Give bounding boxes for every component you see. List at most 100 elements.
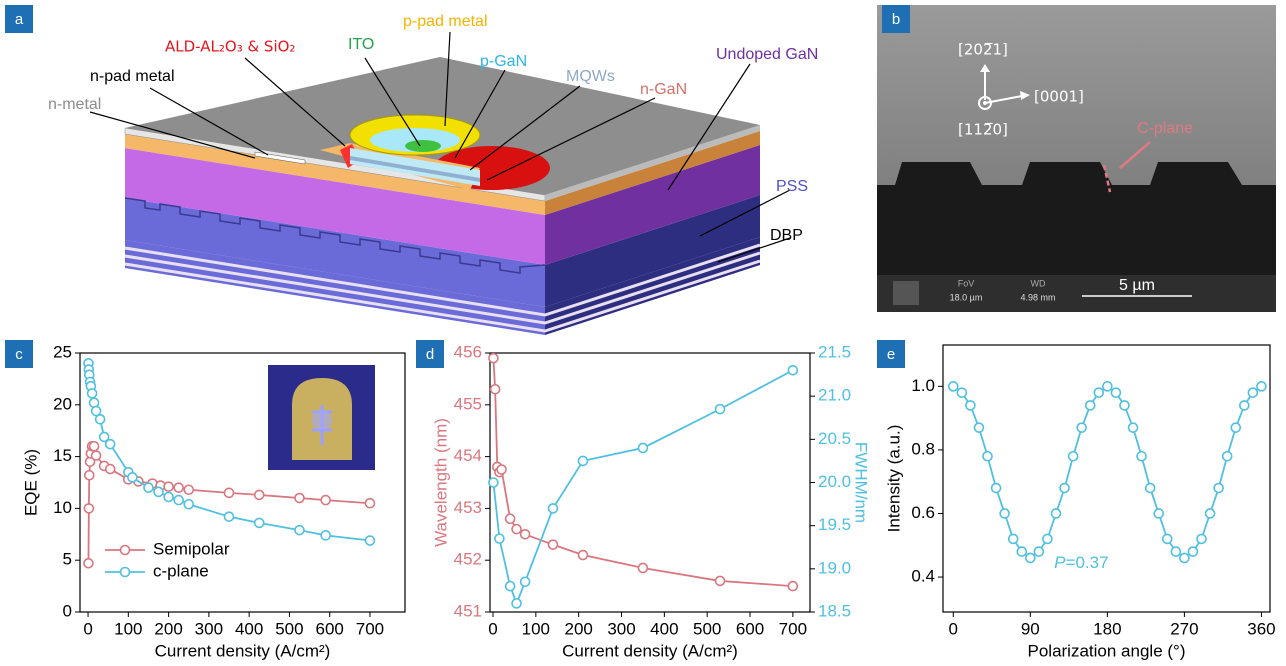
data-point (1103, 382, 1112, 391)
inset-photo (268, 365, 375, 470)
sem-substrate (877, 162, 1276, 275)
data-point (638, 443, 647, 452)
data-point (1223, 452, 1232, 461)
legend-label: Semipolar (153, 539, 230, 558)
data-point (164, 482, 173, 491)
annotation: P=0.37 (1054, 553, 1108, 572)
data-point (1188, 547, 1197, 556)
data-point (1214, 484, 1223, 493)
legend-marker (121, 568, 130, 577)
panel-label: e (887, 346, 895, 363)
data-point (1000, 509, 1009, 518)
data-point (295, 526, 304, 535)
label: MQWs (566, 68, 615, 85)
data-point (1060, 484, 1069, 493)
y-tick-label: 0.6 (911, 503, 935, 522)
x-tick-label: 100 (114, 619, 142, 638)
label: n-metal (48, 96, 101, 113)
x-tick-label: 360 (1247, 619, 1275, 638)
data-point (489, 354, 498, 363)
data-point (512, 525, 521, 534)
y-tick-label: 451 (454, 601, 482, 620)
data-point (174, 483, 183, 492)
label: PSS (776, 178, 808, 195)
data-point (84, 559, 93, 568)
data-point (1231, 423, 1240, 432)
y-tick-label: 10 (53, 498, 72, 517)
inset-glow (312, 410, 332, 430)
plot-frame (490, 353, 810, 612)
y-axis-title: Intensity (a.u.) (884, 425, 903, 533)
panel-label: b (892, 11, 900, 28)
y-tick-label: 25 (53, 342, 72, 361)
y-tick-label: 456 (454, 342, 482, 361)
data-point (974, 423, 983, 432)
plane-label: C-plane (1137, 120, 1193, 137)
data-point (716, 405, 725, 414)
data-point (106, 465, 115, 474)
y-tick-label: 0.4 (911, 567, 935, 586)
data-point (1111, 388, 1120, 397)
data-point (85, 471, 94, 480)
x-tick-label: 270 (1170, 619, 1198, 638)
x-tick-label: 600 (736, 619, 764, 638)
data-point (255, 490, 264, 499)
data-point (1257, 382, 1266, 391)
x-tick-label: 0 (83, 619, 92, 638)
x-tick-label: 200 (154, 619, 182, 638)
x-axis-title: Current density (A/cm²) (562, 641, 738, 660)
data-point (295, 494, 304, 503)
data-point (497, 465, 506, 474)
x-tick-label: 600 (316, 619, 344, 638)
scale-label: 5 µm (1119, 277, 1155, 294)
series-line (953, 386, 1261, 558)
data-point (949, 382, 958, 391)
x-tick-label: 0 (949, 619, 958, 638)
x-tick-label: 500 (275, 619, 303, 638)
data-point (1086, 401, 1095, 410)
data-point (365, 499, 374, 508)
x-tick-label: 700 (356, 619, 384, 638)
label: p-pad metal (403, 13, 488, 30)
data-point (506, 582, 515, 591)
y-tick-label: 0.8 (911, 439, 935, 458)
data-point (1163, 534, 1172, 543)
panel-label: a (15, 11, 24, 28)
data-point (1043, 534, 1052, 543)
x-tick-label: 300 (607, 619, 635, 638)
data-point (1026, 553, 1035, 562)
data-point (1051, 509, 1060, 518)
label: n-GaN (640, 81, 687, 98)
data-point (957, 388, 966, 397)
sem-info: WD (1031, 278, 1046, 288)
data-point (1069, 452, 1078, 461)
y2-tick-label: 20.5 (818, 429, 851, 448)
data-point (1137, 452, 1146, 461)
x-tick-label: 100 (522, 619, 550, 638)
label: p-GaN (480, 53, 527, 70)
sem-info: 4.98 mm (1020, 292, 1055, 302)
y2-tick-label: 21.0 (818, 386, 851, 405)
data-point (548, 540, 557, 549)
sem-icon (893, 281, 919, 305)
data-point (225, 488, 234, 497)
x-tick-label: 500 (693, 619, 721, 638)
data-point (96, 415, 105, 424)
x-axis-title: Current density (A/cm²) (155, 641, 331, 660)
data-point (983, 452, 992, 461)
data-point (1129, 423, 1138, 432)
label: ITO (348, 36, 374, 53)
data-point (489, 478, 498, 487)
annotation-value: =0.37 (1066, 553, 1109, 572)
sem-info: 18.0 µm (950, 292, 983, 302)
y-axis-title: EQE (%) (21, 449, 40, 516)
data-point (578, 551, 587, 560)
data-point (1171, 547, 1180, 556)
data-point (1120, 401, 1129, 410)
x-tick-label: 400 (650, 619, 678, 638)
data-point (164, 493, 173, 502)
data-point (1180, 553, 1189, 562)
x-tick-label: 180 (1093, 619, 1121, 638)
y-tick-label: 455 (454, 394, 482, 413)
y2-tick-label: 19.5 (818, 515, 851, 534)
